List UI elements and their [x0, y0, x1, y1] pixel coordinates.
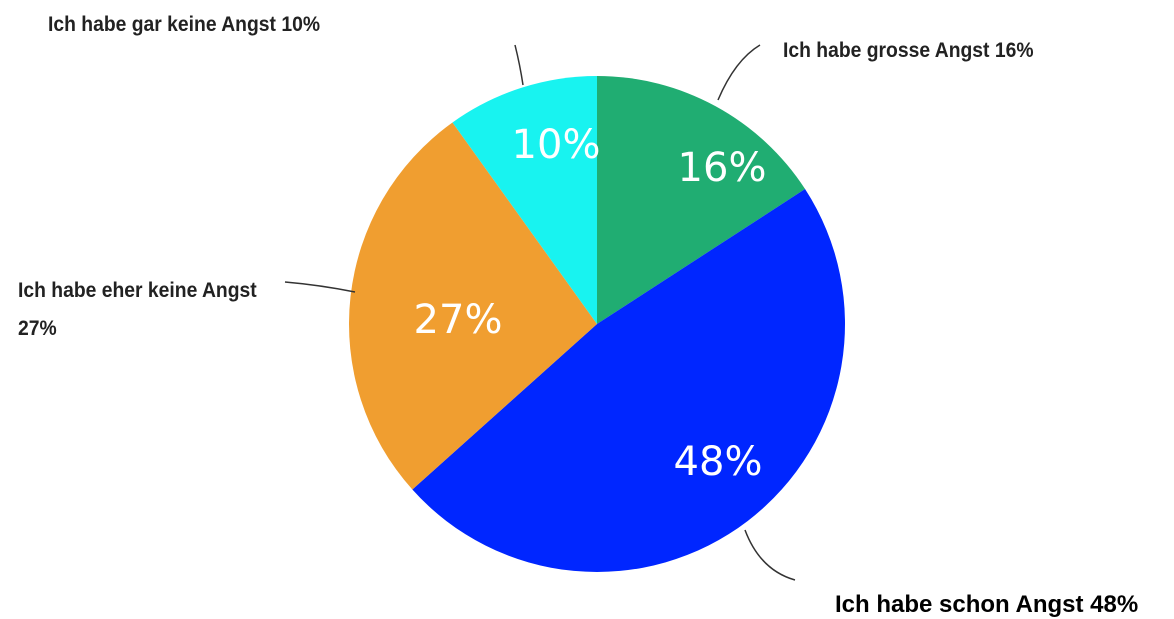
pie-slice — [452, 76, 597, 324]
slice-label: Ich habe gar keine Angst 10% — [48, 13, 321, 36]
slice-label: Ich habe eher keine Angst 27% — [18, 279, 257, 340]
slice-label: Ich habe schon Angst 48% — [835, 591, 1139, 618]
pie-slice — [348, 122, 597, 490]
leader-line — [514, 44, 524, 86]
slice-value-label: 27% — [414, 297, 503, 343]
pie-slice — [597, 76, 806, 324]
leader-line — [717, 44, 761, 101]
slice-label: Ich habe grosse Angst 16% — [783, 39, 1034, 62]
slice-value-label: 10% — [512, 122, 601, 168]
leader-line — [744, 529, 796, 581]
leader-line — [284, 281, 356, 293]
slice-value-label: 16% — [678, 145, 767, 191]
slice-value-label: 48% — [674, 439, 763, 485]
pie-slice — [412, 189, 845, 572]
